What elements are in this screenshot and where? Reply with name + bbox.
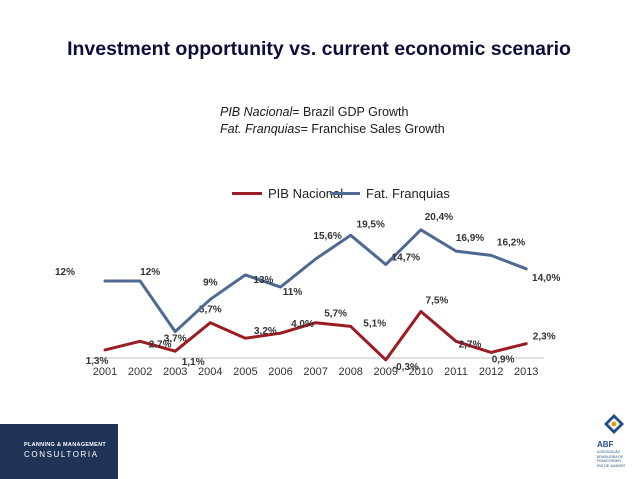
franquias-data-label: 12% xyxy=(140,267,160,278)
franquias-data-label: 11% xyxy=(283,287,303,298)
consultancy-logo-line2: CONSULTORIA xyxy=(24,450,99,459)
x-tick-label: 2011 xyxy=(444,366,468,378)
definition-pib-key: PIB Nacional xyxy=(220,105,293,119)
x-tick-label: 2003 xyxy=(163,366,187,378)
definition-franquias-text: = Franchise Sales Growth xyxy=(300,122,445,136)
pib-data-label: 3,2% xyxy=(254,326,277,337)
legend-item-pib: PIB Nacional xyxy=(232,186,343,201)
franquias-data-label: 19,5% xyxy=(357,219,385,230)
pib-data-label: 2,3% xyxy=(533,332,556,343)
abf-logo-subtext-line: RIO DE JANEIRO xyxy=(597,463,626,468)
franquias-data-label: 16,9% xyxy=(456,233,484,244)
abf-logo-subtext-line: FRANCHISING xyxy=(597,459,622,463)
franquias-series-line xyxy=(103,228,528,334)
franquias-data-label: 13% xyxy=(253,275,273,286)
franquias-data-label: 20,4% xyxy=(425,212,453,223)
x-tick-label: 2008 xyxy=(338,366,362,378)
consultancy-logo: PLANNING & MANAGEMENT CONSULTORIA xyxy=(0,424,118,479)
definition-pib-text: = Brazil GDP Growth xyxy=(292,105,409,119)
legend-swatch-franquias xyxy=(330,192,360,195)
definition-franquias: Fat. Franquias= Franchise Sales Growth xyxy=(220,121,445,138)
franquias-data-label: 15,6% xyxy=(313,231,341,242)
x-tick-label: 2004 xyxy=(198,366,222,378)
chart-legend: PIB Nacional Fat. Franquias xyxy=(0,186,638,204)
pib-data-label: 0,9% xyxy=(492,354,515,365)
franquias-data-label: 16,2% xyxy=(497,237,525,248)
x-tick-label: 2009 xyxy=(374,366,398,378)
legend-label-franquias: Fat. Franquias xyxy=(366,186,450,201)
x-tick-label: 2012 xyxy=(479,366,503,378)
pib-data-label: -0,3% xyxy=(393,362,419,373)
x-tick-label: 2013 xyxy=(514,366,538,378)
pib-data-label: 5,7% xyxy=(324,309,347,320)
abf-logo-text: ABF xyxy=(597,440,614,449)
franquias-data-label: 12% xyxy=(55,267,75,278)
legend-item-franquias: Fat. Franquias xyxy=(330,186,450,201)
series-definitions: PIB Nacional= Brazil GDP Growth Fat. Fra… xyxy=(220,104,445,138)
pib-data-label: 7,5% xyxy=(426,296,449,307)
definition-pib: PIB Nacional= Brazil GDP Growth xyxy=(220,104,445,121)
franquias-data-label: 3,7% xyxy=(164,334,187,345)
x-tick-label: 2001 xyxy=(93,366,117,378)
pib-data-label: 1,3% xyxy=(86,356,109,367)
x-tick-label: 2005 xyxy=(233,366,257,378)
franquias-data-label: 9% xyxy=(203,277,218,288)
x-tick-label: 2007 xyxy=(303,366,327,378)
pib-data-label: 4,0% xyxy=(291,319,314,330)
pib-data-label: 1,1% xyxy=(182,357,205,368)
consultancy-logo-line1: PLANNING & MANAGEMENT xyxy=(24,442,107,448)
x-tick-label: 2006 xyxy=(268,366,292,378)
x-tick-label: 2010 xyxy=(409,366,433,378)
slide-title: Investment opportunity vs. current econo… xyxy=(67,38,571,60)
pib-series-line xyxy=(103,310,528,362)
franquias-data-label: 14,0% xyxy=(532,273,560,284)
definition-franquias-key: Fat. Franquias xyxy=(220,122,301,136)
legend-swatch-pib xyxy=(232,192,262,195)
x-tick-label: 2002 xyxy=(128,366,152,378)
pib-data-label: 5,7% xyxy=(199,305,222,316)
pib-data-label: 5,1% xyxy=(363,318,386,329)
franquias-data-label: 14,7% xyxy=(392,253,420,264)
abf-logo-subtext-line: ASSOCIAÇÃO xyxy=(597,450,621,454)
pib-data-label: 2,7% xyxy=(459,339,482,350)
abf-logo-icon xyxy=(604,414,624,434)
pib-data-label: 2.7% xyxy=(149,339,172,350)
abf-logo-subtext: ASSOCIAÇÃO BRASILEIRA DE FRANCHISING RIO… xyxy=(597,450,625,468)
legend-label-pib: PIB Nacional xyxy=(268,186,344,201)
abf-logo-subtext-line: BRASILEIRA DE xyxy=(597,454,624,459)
